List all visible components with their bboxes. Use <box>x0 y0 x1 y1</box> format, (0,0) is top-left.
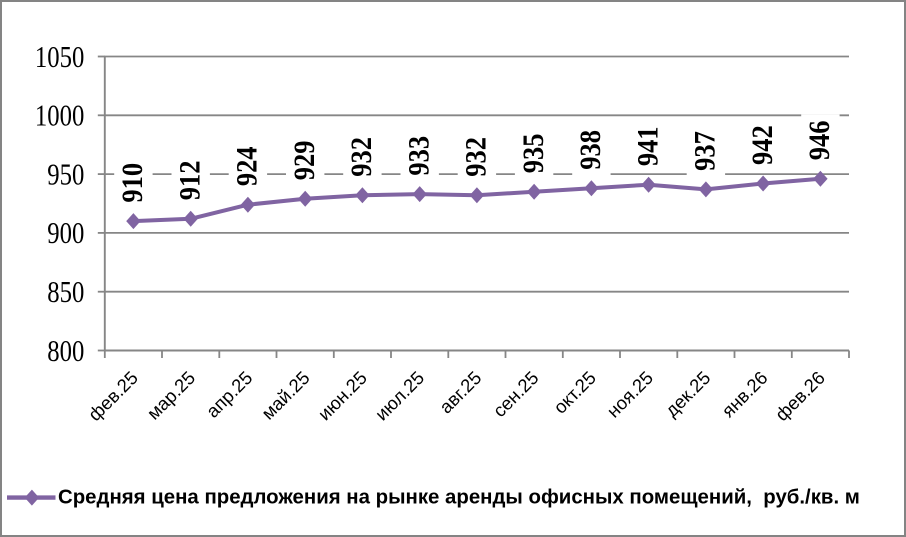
svg-text:800: 800 <box>47 334 84 368</box>
svg-text:935: 935 <box>517 134 550 174</box>
svg-text:942: 942 <box>746 125 779 165</box>
svg-text:912: 912 <box>174 161 207 201</box>
svg-text:1050: 1050 <box>35 40 84 74</box>
svg-text:850: 850 <box>47 276 84 310</box>
svg-text:924: 924 <box>231 146 264 186</box>
svg-text:946: 946 <box>804 121 837 161</box>
svg-text:929: 929 <box>288 141 321 181</box>
svg-text:1000: 1000 <box>35 99 84 133</box>
svg-text:932: 932 <box>460 137 493 177</box>
svg-text:938: 938 <box>575 130 608 170</box>
svg-text:941: 941 <box>632 126 665 166</box>
svg-text:937: 937 <box>689 131 722 171</box>
svg-text:900: 900 <box>47 217 84 251</box>
svg-text:Средняя цена предложения на ры: Средняя цена предложения на рынке аренды… <box>58 486 860 508</box>
svg-text:910: 910 <box>117 163 150 203</box>
svg-text:933: 933 <box>403 136 436 176</box>
svg-text:950: 950 <box>47 158 84 192</box>
svg-text:932: 932 <box>346 137 379 177</box>
